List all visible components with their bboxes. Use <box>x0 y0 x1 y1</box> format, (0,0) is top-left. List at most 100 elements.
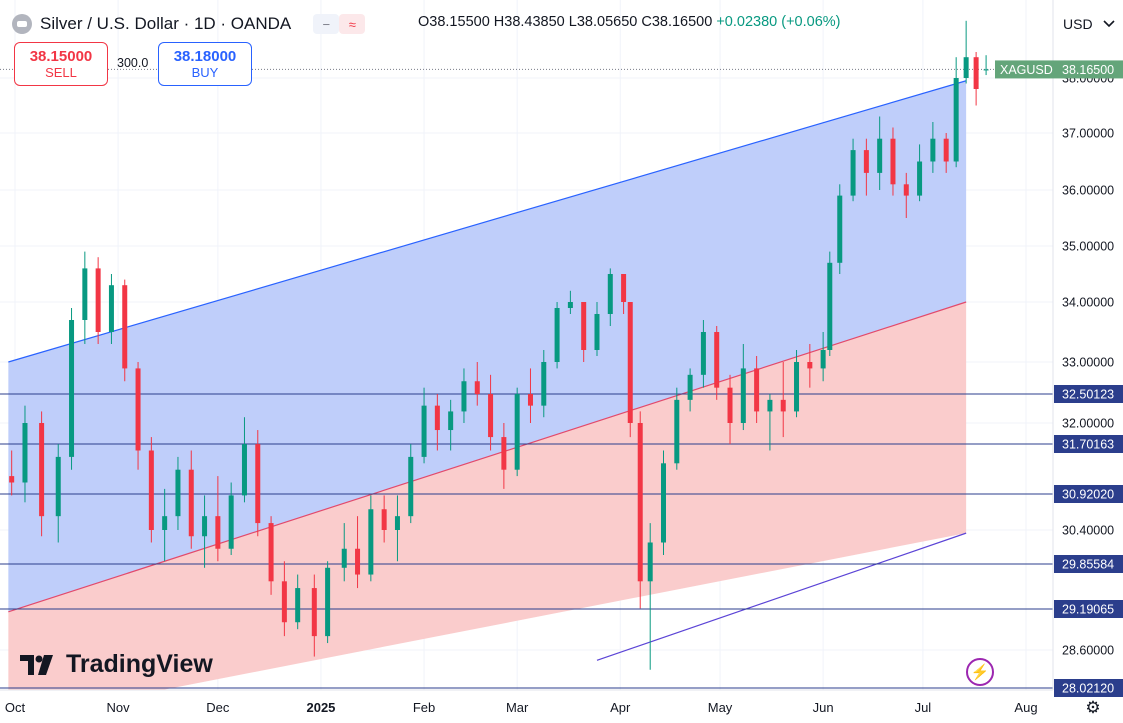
tradingview-logo: TradingView <box>20 650 213 679</box>
candle <box>807 344 813 388</box>
candle <box>162 488 168 562</box>
candle <box>963 20 969 84</box>
minus-icon[interactable]: − <box>313 14 340 34</box>
candle <box>754 356 760 423</box>
candle <box>527 368 533 423</box>
time-tick-label: Mar <box>506 700 529 715</box>
candle-body <box>474 381 480 395</box>
candle <box>202 495 208 568</box>
candle-body <box>794 362 800 412</box>
candle <box>607 268 613 326</box>
tradingview-logo-icon <box>20 654 53 675</box>
candle-body <box>488 394 494 438</box>
candle-body <box>325 567 331 637</box>
candle-body <box>767 399 773 412</box>
candle-body <box>135 368 141 451</box>
candle <box>767 394 773 451</box>
time-axis: Oct Nov Dec 2025 Feb Mar Apr May Jun Jul Aug <box>0 689 1053 723</box>
candle <box>55 444 61 543</box>
candle <box>355 516 361 589</box>
candle-body <box>727 387 733 423</box>
candle-body <box>943 138 949 162</box>
candle <box>188 450 194 549</box>
price-tick-label: 36.00000 <box>1062 184 1114 198</box>
level-price-label: 32.50123 <box>1062 388 1114 402</box>
change-value: +0.02380 (+0.06%) <box>716 14 841 30</box>
candle <box>255 430 261 537</box>
level-price-tag <box>1054 679 1123 697</box>
candle <box>488 374 494 451</box>
currency-label: USD <box>1063 16 1093 32</box>
candle-body <box>55 456 61 517</box>
time-tick-label: Dec <box>206 700 230 715</box>
candle <box>917 144 923 202</box>
candle <box>408 444 414 524</box>
time-tick-label: Jun <box>813 700 834 715</box>
candle <box>877 116 883 190</box>
candle-body <box>780 399 786 412</box>
buy-price: 38.18000 <box>173 48 237 65</box>
lower-channel-line <box>596 532 967 661</box>
candle <box>647 523 653 670</box>
candle-body <box>963 57 969 78</box>
candle <box>621 274 627 314</box>
spread-value: 300.0 <box>117 56 149 70</box>
sell-button[interactable]: 38.15000 SELL <box>14 42 108 86</box>
time-tick-label: May <box>708 700 733 715</box>
wave-icon[interactable]: ≈ <box>339 14 366 34</box>
high-value: H38.43850 <box>493 14 565 30</box>
chart-header: Silver / U.S. Dollar · 1D · OANDA − ≈ <box>12 10 366 38</box>
candle-body <box>421 405 427 457</box>
candle <box>122 279 128 382</box>
silver-symbol-icon[interactable] <box>12 14 32 34</box>
candle-body <box>541 362 547 406</box>
candle <box>39 411 45 537</box>
buy-button[interactable]: 38.18000 BUY <box>158 42 252 86</box>
price-tick-label: 35.00000 <box>1062 240 1114 254</box>
candle-body <box>527 394 533 406</box>
level-price-tag <box>1054 435 1123 453</box>
candle <box>863 138 869 196</box>
candle-body <box>9 476 15 483</box>
candle <box>727 374 733 445</box>
candle <box>108 274 114 344</box>
level-price-tag <box>1054 485 1123 503</box>
candle-body <box>930 138 936 162</box>
currency-select[interactable]: USD <box>1055 6 1123 42</box>
candle-body <box>22 423 28 483</box>
candle-body <box>820 350 826 369</box>
level-price-label: 31.70163 <box>1062 438 1114 452</box>
candle-body <box>890 138 896 185</box>
candle <box>69 308 75 470</box>
lower-channel-fill <box>8 302 967 720</box>
lightning-icon[interactable]: ⚡ <box>966 658 994 686</box>
candle <box>434 394 440 451</box>
time-tick-label: Oct <box>5 700 26 715</box>
candle-body <box>983 69 989 71</box>
candle-body <box>837 195 843 263</box>
candle-body <box>228 495 234 549</box>
candle <box>461 368 467 423</box>
candle <box>514 387 520 477</box>
middle-channel-line <box>8 301 967 613</box>
candle-body <box>917 161 923 196</box>
symbol-title[interactable]: Silver / U.S. Dollar · 1D · OANDA <box>40 14 292 33</box>
settings-gear-icon[interactable]: ⚙ <box>1085 698 1101 717</box>
candle <box>448 399 454 451</box>
candle <box>368 495 374 582</box>
candle-body <box>514 394 520 470</box>
candle <box>394 495 400 562</box>
candle-body <box>281 581 287 623</box>
candle <box>714 326 720 400</box>
candle <box>674 387 680 470</box>
price-tick-label: 28.60000 <box>1062 644 1114 658</box>
candle <box>268 516 274 595</box>
candle-body <box>268 523 274 582</box>
time-tick-label: Feb <box>413 700 435 715</box>
symbol-tag-label: XAGUSD <box>1000 63 1053 77</box>
candle <box>983 55 989 76</box>
candle-body <box>554 308 560 362</box>
candle <box>325 561 331 644</box>
candle-body <box>122 285 128 369</box>
